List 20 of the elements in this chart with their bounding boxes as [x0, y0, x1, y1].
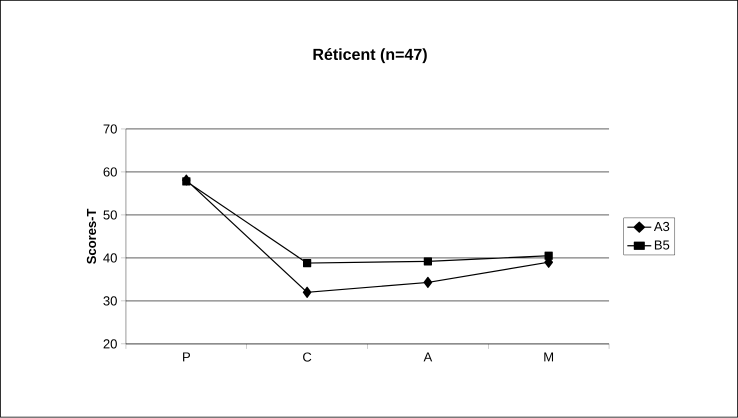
y-tick-label: 50 [103, 210, 117, 220]
chart-title: Réticent (n=47) [313, 48, 427, 64]
y-tick-label: 40 [103, 253, 117, 263]
x-tick-label: P [183, 352, 190, 362]
y-tick-label: 20 [104, 339, 117, 349]
x-tick-label: C [303, 352, 312, 362]
point [424, 276, 432, 288]
y-tick-label: 60 [104, 168, 117, 177]
y-tick-label: 30 [103, 296, 117, 306]
x-tick-label: M [544, 352, 554, 362]
legend-label: A3 [654, 222, 670, 232]
y-axis-title: Scores-T [86, 208, 96, 264]
y-tick-label: 70 [104, 124, 117, 134]
point [544, 252, 553, 260]
point [302, 286, 312, 298]
x-tick-label: A [424, 352, 432, 362]
point [302, 259, 312, 268]
point [424, 257, 432, 266]
legend-label: B5 [654, 240, 670, 250]
point [182, 177, 190, 186]
